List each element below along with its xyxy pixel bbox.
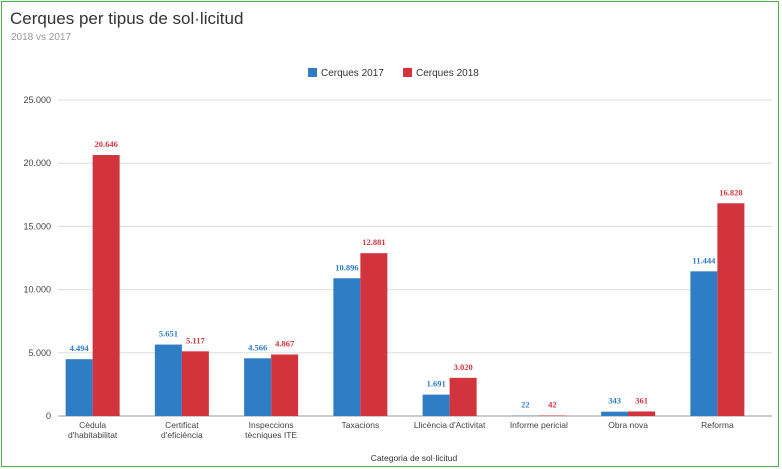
data-label: 3.020 [454,362,473,372]
y-tick-label: 10.000 [23,285,51,295]
data-label: 42 [548,399,557,409]
bar [690,271,718,416]
legend-swatch [308,68,317,77]
bar [717,203,745,416]
bar [538,415,566,416]
data-label: 4.494 [70,343,90,353]
data-label: 20.646 [94,139,117,149]
chart-title: Cerques per tipus de sol·licitud [10,9,244,28]
x-tick-label: Obra nova [608,420,648,430]
y-tick-label: 0 [46,411,51,421]
x-tick-label: tècniques ITE [245,430,297,440]
x-tick-label: d'habitabilitat [68,430,118,440]
bar [181,351,209,416]
data-label: 1.691 [427,379,446,389]
y-tick-label: 15.000 [23,221,51,231]
data-label: 5.651 [159,329,178,339]
data-label: 12.881 [362,237,385,247]
legend-label: Cerques 2018 [416,68,479,79]
x-tick-label: Informe pericial [510,420,568,430]
y-axis: 0 5.000 10.000 15.000 20.000 25.000 [23,95,51,421]
bars: 4.494 20.646 5.651 5.117 4.566 4.867 10.896 12.… [65,139,745,417]
legend: Cerques 2017 Cerques 2018 [308,68,479,79]
chart-subtitle: 2018 vs 2017 [11,32,72,43]
data-label: 16.828 [719,187,742,197]
x-tick-label: d'eficiència [161,430,203,440]
x-tick-label: Taxacions [341,420,379,430]
data-label: 343 [608,396,621,406]
legend-swatch [403,68,412,77]
data-label: 22 [521,400,530,410]
bar [333,278,361,416]
x-axis-label: Categoria de sol·licitud [371,453,458,463]
x-tick-label: Certificat [165,420,199,430]
y-tick-label: 5.000 [28,348,51,358]
x-tick-label: Inspeccions [249,420,294,430]
bar [601,411,629,416]
bar [360,253,388,416]
bar [271,354,299,416]
bar [65,359,93,416]
bar [628,411,656,416]
bar [449,377,477,416]
y-tick-label: 20.000 [23,158,51,168]
data-label: 4.867 [275,338,295,348]
data-label: 11.444 [692,255,716,265]
y-tick-label: 25.000 [23,95,51,105]
legend-label: Cerques 2017 [321,68,384,79]
x-tick-label: Cèdula [79,420,106,430]
bar [154,344,182,416]
data-label: 361 [635,395,648,405]
data-label: 4.566 [248,342,267,352]
data-label: 10.896 [335,262,358,272]
bar [422,394,450,416]
data-label: 5.117 [186,335,205,345]
bar [92,155,120,417]
x-tick-label: Reforma [701,420,734,430]
x-tick-label: Llicència d'Activitat [414,420,486,430]
bar [244,358,272,416]
